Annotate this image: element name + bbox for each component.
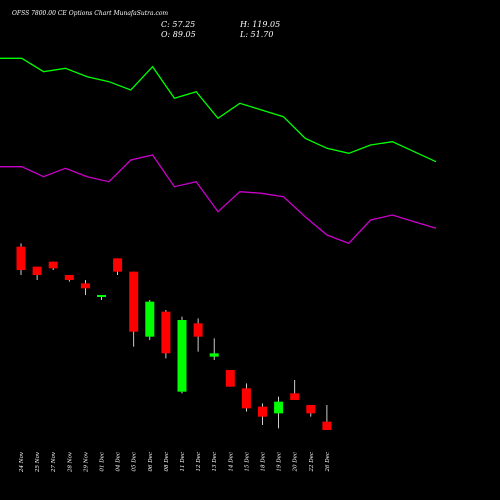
lower-indicator-line [0, 154, 437, 245]
low-value: L: 51.70 [240, 30, 274, 39]
date-tick-label: 19 Dec [277, 452, 283, 472]
candle-body [177, 320, 187, 392]
date-tick-label: 27 Nov [51, 451, 57, 473]
candle-body [274, 401, 284, 414]
candle-body [32, 266, 42, 275]
candle-body [258, 406, 267, 417]
date-tick-label: 12 Dec [196, 452, 202, 472]
date-tick-label: 26 Dec [325, 452, 331, 473]
candle-body [306, 405, 316, 414]
candle-body [97, 295, 106, 297]
date-tick-label: 11 Dec [180, 452, 186, 472]
date-tick-label: 05 Dec [132, 452, 138, 472]
date-tick-label: 13 Dec [212, 452, 218, 472]
candle-body [241, 388, 251, 409]
date-tick-label: 06 Dec [148, 452, 154, 472]
date-tick-label: 20 Dec [293, 452, 299, 473]
candle-body [64, 275, 74, 280]
candle-body [225, 370, 235, 387]
date-tick-label: 08 Dec [164, 452, 170, 472]
upper-indicator-line [0, 57, 437, 163]
date-tick-label: 18 Dec [261, 452, 267, 472]
close-value: C: 57.25 [161, 20, 196, 29]
candle-body [161, 311, 171, 354]
chart-title: OFSS 7800.00 CE Options Chart MunafaSutr… [12, 10, 169, 17]
open-value: O: 89.05 [161, 30, 196, 39]
candle-body [290, 393, 300, 400]
candle-body [193, 323, 203, 337]
high-value: H: 119.05 [240, 20, 281, 29]
candle-body [16, 246, 26, 270]
candle-body [80, 283, 90, 289]
candle-body [145, 301, 155, 337]
date-tick-label: 14 Dec [228, 452, 234, 472]
date-tick-label: 15 Dec [244, 452, 250, 472]
candle-body [322, 421, 332, 430]
candle-body [48, 261, 58, 269]
candle-body [113, 258, 123, 272]
date-tick-label: 01 Dec [100, 452, 106, 472]
date-tick-label: 24 Nov [19, 451, 25, 473]
candle-body [129, 271, 139, 332]
date-tick-label: 22 Dec [309, 452, 315, 473]
candle-body [209, 353, 219, 357]
date-tick-label: 29 Nov [83, 451, 89, 473]
date-tick-label: 28 Nov [67, 451, 73, 473]
date-tick-label: 25 Nov [35, 451, 41, 473]
date-tick-label: 04 Dec [116, 452, 122, 472]
